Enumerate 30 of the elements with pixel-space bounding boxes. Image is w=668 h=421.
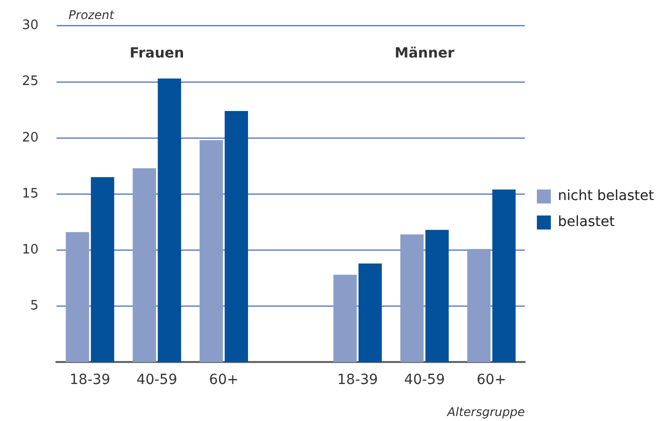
bar: [132, 168, 156, 362]
x-tick-label: 18-39: [70, 372, 110, 388]
bar: [90, 177, 114, 362]
y-tick-label: 10: [22, 242, 39, 258]
bar: [358, 264, 382, 362]
annotation: Frauen: [130, 45, 184, 62]
bar: [66, 232, 90, 362]
annotation: Männer: [394, 45, 454, 62]
x-tick-label: 40-59: [136, 372, 178, 388]
x-tick-label: 18-39: [337, 372, 378, 388]
bar: [467, 248, 491, 362]
x-tick-label: 60+: [209, 372, 239, 388]
bar: [224, 111, 248, 362]
x-tick-label: 60+: [476, 372, 506, 388]
y-tick-label: 25: [22, 74, 39, 90]
y-axis-title: Prozent: [68, 8, 116, 22]
bar: [492, 190, 516, 362]
legend-label: belastet: [558, 214, 616, 230]
bar: [333, 274, 357, 362]
bar: [158, 78, 182, 362]
x-tick-label: 40-59: [404, 372, 445, 388]
y-tick-label: 15: [22, 186, 39, 202]
bar: [400, 234, 424, 362]
legend-label: nicht belastet: [558, 188, 655, 204]
x-axis-title: Altersgruppe: [446, 405, 525, 420]
bar: [200, 140, 223, 362]
bar: [425, 230, 449, 362]
y-tick-label: 20: [22, 130, 39, 146]
y-tick-label: 30: [22, 18, 39, 34]
y-tick-label: 5: [30, 298, 39, 314]
